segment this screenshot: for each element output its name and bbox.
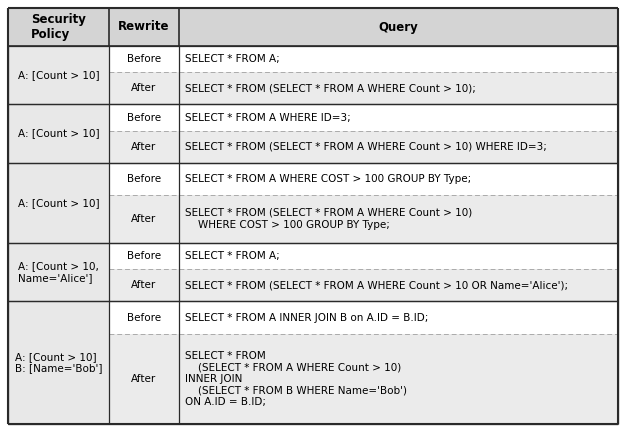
Bar	[109, 130, 179, 163]
Bar	[179, 163, 618, 195]
Bar	[109, 334, 179, 424]
Text: Query: Query	[379, 20, 418, 34]
Bar	[179, 301, 618, 334]
Text: After: After	[131, 374, 156, 384]
Bar	[179, 195, 618, 243]
Text: A: [Count > 10]: A: [Count > 10]	[18, 129, 99, 139]
Text: SELECT * FROM (SELECT * FROM A WHERE Count > 10) WHERE ID=3;: SELECT * FROM (SELECT * FROM A WHERE Cou…	[185, 142, 546, 152]
Text: SELECT * FROM (SELECT * FROM A WHERE Count > 10)
    WHERE COST > 100 GROUP BY T: SELECT * FROM (SELECT * FROM A WHERE Cou…	[185, 208, 472, 229]
Bar	[109, 163, 179, 195]
Bar	[109, 105, 179, 130]
Text: A: [Count > 10,
Name='Alice']: A: [Count > 10, Name='Alice']	[18, 261, 99, 283]
Text: Security
Policy: Security Policy	[31, 13, 86, 41]
Text: Before: Before	[126, 112, 161, 123]
Text: Before: Before	[126, 313, 161, 323]
Text: Rewrite: Rewrite	[118, 20, 170, 34]
Text: SELECT * FROM A INNER JOIN B on A.ID = B.ID;: SELECT * FROM A INNER JOIN B on A.ID = B…	[185, 313, 428, 323]
Text: SELECT * FROM A WHERE ID=3;: SELECT * FROM A WHERE ID=3;	[185, 112, 351, 123]
Bar	[8, 243, 109, 301]
Bar	[8, 8, 109, 46]
Bar	[109, 243, 179, 269]
Text: After: After	[131, 280, 156, 290]
Text: A: [Count > 10]: A: [Count > 10]	[18, 70, 99, 80]
Text: Before: Before	[126, 54, 161, 64]
Bar	[179, 72, 618, 105]
Text: SELECT * FROM A;: SELECT * FROM A;	[185, 54, 280, 64]
Bar	[109, 269, 179, 301]
Text: Before: Before	[126, 174, 161, 184]
Bar	[179, 243, 618, 269]
Text: SELECT * FROM A;: SELECT * FROM A;	[185, 251, 280, 261]
Text: Before: Before	[126, 251, 161, 261]
Bar	[109, 8, 179, 46]
Bar	[179, 130, 618, 163]
Bar	[179, 105, 618, 130]
Text: SELECT * FROM (SELECT * FROM A WHERE Count > 10);: SELECT * FROM (SELECT * FROM A WHERE Cou…	[185, 83, 476, 93]
Text: SELECT * FROM
    (SELECT * FROM A WHERE Count > 10)
INNER JOIN
    (SELECT * FR: SELECT * FROM (SELECT * FROM A WHERE Cou…	[185, 351, 407, 407]
Text: After: After	[131, 142, 156, 152]
Bar	[109, 301, 179, 334]
Bar	[179, 8, 618, 46]
Bar	[109, 195, 179, 243]
Bar	[109, 46, 179, 72]
Text: After: After	[131, 214, 156, 224]
Text: After: After	[131, 83, 156, 93]
Bar	[179, 46, 618, 72]
Text: SELECT * FROM A WHERE COST > 100 GROUP BY Type;: SELECT * FROM A WHERE COST > 100 GROUP B…	[185, 174, 471, 184]
Bar	[8, 163, 109, 243]
Bar	[179, 269, 618, 301]
Text: SELECT * FROM (SELECT * FROM A WHERE Count > 10 OR Name='Alice');: SELECT * FROM (SELECT * FROM A WHERE Cou…	[185, 280, 568, 290]
Text: A: [Count > 10]: A: [Count > 10]	[18, 198, 99, 208]
Text: A: [Count > 10]
B: [Name='Bob']: A: [Count > 10] B: [Name='Bob']	[14, 352, 102, 373]
Bar	[109, 72, 179, 105]
Bar	[179, 334, 618, 424]
Bar	[8, 46, 109, 105]
Bar	[8, 301, 109, 424]
Bar	[8, 105, 109, 163]
